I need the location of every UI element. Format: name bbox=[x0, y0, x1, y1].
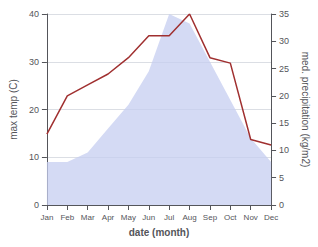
svg-text:5: 5 bbox=[279, 173, 284, 183]
svg-text:30: 30 bbox=[279, 36, 289, 46]
svg-text:0: 0 bbox=[34, 200, 39, 210]
svg-text:20: 20 bbox=[279, 91, 289, 101]
svg-text:date (month): date (month) bbox=[129, 227, 190, 238]
svg-text:Sep: Sep bbox=[203, 213, 218, 222]
svg-text:Jan: Jan bbox=[40, 213, 53, 222]
svg-text:Dec: Dec bbox=[264, 213, 278, 222]
svg-text:Apr: Apr bbox=[102, 213, 115, 222]
svg-text:20: 20 bbox=[29, 105, 39, 115]
svg-text:Nov: Nov bbox=[244, 213, 258, 222]
svg-text:40: 40 bbox=[29, 9, 39, 19]
svg-text:max temp (C): max temp (C) bbox=[8, 79, 19, 140]
svg-text:35: 35 bbox=[279, 9, 289, 19]
svg-text:Jun: Jun bbox=[142, 213, 155, 222]
svg-text:10: 10 bbox=[29, 152, 39, 162]
svg-text:15: 15 bbox=[279, 118, 289, 128]
svg-text:25: 25 bbox=[279, 64, 289, 74]
svg-text:Mar: Mar bbox=[81, 213, 95, 222]
svg-text:Oct: Oct bbox=[224, 213, 237, 222]
svg-text:Aug: Aug bbox=[182, 213, 196, 222]
svg-text:0: 0 bbox=[279, 200, 284, 210]
svg-text:May: May bbox=[121, 213, 136, 222]
svg-text:Jul: Jul bbox=[164, 213, 174, 222]
svg-text:Feb: Feb bbox=[60, 213, 74, 222]
svg-text:med. precipitation (kg/m2): med. precipitation (kg/m2) bbox=[300, 52, 311, 168]
svg-text:30: 30 bbox=[29, 57, 39, 67]
svg-text:10: 10 bbox=[279, 145, 289, 155]
